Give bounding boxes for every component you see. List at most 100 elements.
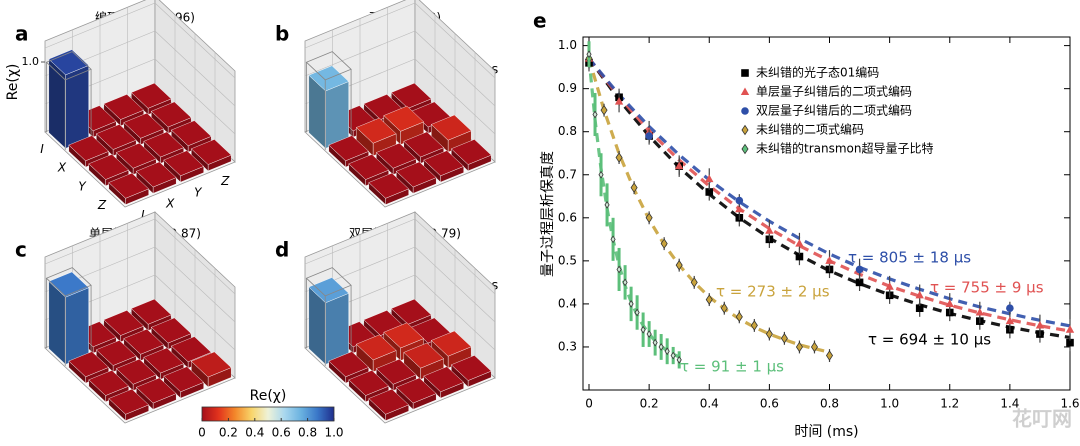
bar-face	[130, 298, 172, 325]
bar-face	[163, 150, 205, 177]
bar-face	[328, 351, 370, 378]
bar-face	[375, 358, 417, 385]
bar-face	[390, 82, 432, 109]
bar-3d	[163, 150, 205, 183]
colorbar-tick-label: 0	[198, 426, 206, 440]
bar-3d	[135, 377, 177, 410]
y-tick-label: 0.7	[558, 167, 577, 181]
bar-3d	[430, 114, 472, 153]
wall-grid	[304, 2, 496, 79]
marker	[600, 104, 608, 116]
y-tick-label: 0.3	[558, 339, 577, 353]
marker	[604, 201, 610, 209]
colorbar-tick-label: 0.6	[272, 426, 291, 440]
colorbar-tick-label: 0.8	[298, 426, 317, 440]
colorbar-tick-label: 1.0	[324, 426, 343, 440]
bar-3d	[68, 351, 110, 384]
fit-line	[587, 58, 680, 359]
bar-face	[135, 377, 177, 404]
marker	[610, 235, 616, 244]
legend-marker	[741, 107, 749, 115]
marker	[690, 277, 698, 288]
bar-face	[65, 287, 89, 365]
marker	[645, 212, 653, 224]
panel-letter: b	[275, 22, 289, 46]
x-tick-label: 0	[585, 397, 593, 411]
marker	[676, 356, 682, 364]
bar-face	[95, 124, 137, 150]
bar-3d	[368, 388, 410, 422]
x-tick-label: X	[57, 161, 67, 175]
legend-label: 双层量子纠错后的二项式编码	[756, 103, 912, 118]
bar-face	[383, 105, 425, 132]
y-tick-label: Z	[220, 174, 230, 188]
annotation: τ = 694 ± 10 µs	[868, 331, 991, 349]
bar-face	[308, 277, 350, 303]
bar-3d	[403, 342, 445, 380]
bar-face	[123, 328, 165, 355]
marker	[1035, 320, 1045, 329]
marker	[735, 311, 743, 323]
marker	[765, 328, 773, 340]
bar-3d	[123, 112, 165, 146]
marker	[675, 259, 683, 271]
bar-3d	[48, 271, 90, 365]
legend-marker	[741, 143, 749, 155]
panel-letter: d	[275, 238, 289, 262]
marker	[1005, 316, 1015, 325]
marker	[705, 174, 714, 183]
bar-face	[88, 154, 130, 180]
y-tick-label: 0.4	[558, 296, 577, 310]
bar-3d	[450, 355, 492, 388]
bar-face	[115, 142, 157, 169]
fit-line	[587, 57, 1071, 328]
x-tick-label: 1.0	[880, 397, 899, 411]
bar-face	[150, 101, 192, 128]
bar-3d	[88, 154, 130, 187]
bar-3d	[190, 351, 232, 388]
bar-face	[143, 131, 185, 158]
bar-face	[103, 94, 145, 120]
marker	[750, 320, 758, 331]
x-tick-label: 0.2	[640, 397, 659, 411]
bar-3d	[108, 388, 150, 422]
y-tick-label: 0.9	[558, 81, 577, 95]
marker	[795, 239, 804, 247]
wall-grid	[44, 218, 236, 295]
marker	[945, 299, 954, 307]
bar-face	[368, 172, 410, 199]
annotation: τ = 273 ± 2 µs	[716, 283, 830, 301]
bar-face	[108, 172, 150, 199]
bar-face	[143, 347, 185, 374]
x-tick-label: 1.4	[1000, 397, 1019, 411]
marker	[795, 341, 803, 353]
marker	[855, 278, 864, 287]
x-tick-label: 0.6	[760, 397, 779, 411]
y-tick-label: X	[165, 197, 175, 211]
bar-face	[115, 358, 157, 385]
marker	[825, 256, 834, 264]
bar-face	[48, 49, 90, 76]
bar-face	[450, 139, 492, 165]
legend-marker	[741, 69, 749, 77]
marker	[795, 252, 804, 261]
bar-face	[88, 370, 130, 396]
panel-letter: a	[15, 22, 29, 46]
bar-3d	[135, 161, 177, 194]
bar-3d	[88, 370, 130, 403]
bar-face	[163, 366, 205, 393]
bar-face	[123, 112, 165, 139]
marker	[628, 300, 634, 308]
bar-face	[430, 114, 472, 141]
marker	[622, 278, 628, 287]
bar-face	[170, 120, 212, 147]
marker	[592, 110, 598, 119]
legend-marker	[740, 87, 750, 96]
y-tick-label: 1.0	[558, 38, 577, 52]
bar-face	[325, 293, 349, 365]
x-tick-label: Y	[78, 179, 87, 193]
bar-face	[423, 366, 465, 393]
bar-3d	[395, 377, 437, 410]
bar-face	[355, 334, 397, 361]
y-tick-label: 0.6	[558, 210, 577, 224]
